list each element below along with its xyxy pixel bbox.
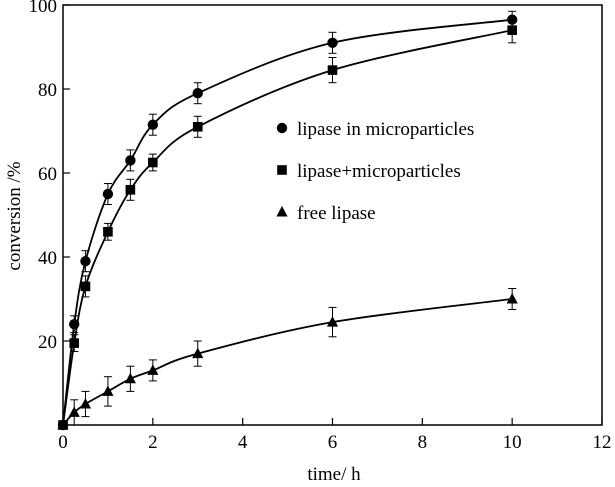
x-axis-label: time/ h bbox=[307, 464, 361, 485]
x-tick-label: 12 bbox=[593, 432, 612, 453]
data-point bbox=[507, 25, 517, 35]
x-tick-label: 0 bbox=[58, 432, 68, 453]
legend-marker bbox=[276, 206, 288, 217]
y-axis-label: conversion /% bbox=[4, 161, 25, 270]
data-point bbox=[506, 293, 518, 304]
y-tick-label: 20 bbox=[38, 332, 57, 353]
data-point bbox=[68, 406, 80, 417]
legend-marker bbox=[276, 122, 288, 134]
data-point bbox=[103, 227, 113, 237]
legend: lipase in microparticles lipase+micropart… bbox=[276, 119, 474, 224]
data-point bbox=[102, 385, 114, 396]
fit-curves bbox=[62, 18, 513, 426]
data-point bbox=[506, 14, 518, 25]
data-markers bbox=[57, 14, 518, 431]
x-tick-label: 6 bbox=[328, 432, 338, 453]
data-point bbox=[192, 122, 203, 132]
data-point bbox=[326, 316, 339, 327]
x-axis-ticks: 0 2 4 6 8 10 12 bbox=[58, 418, 612, 453]
data-point bbox=[148, 157, 158, 168]
y-tick-label: 100 bbox=[29, 0, 58, 17]
data-point bbox=[80, 281, 91, 292]
data-point bbox=[102, 188, 114, 200]
data-point bbox=[79, 398, 92, 409]
fit-curve bbox=[62, 18, 513, 426]
data-point bbox=[327, 37, 338, 48]
data-point bbox=[125, 185, 136, 195]
data-point bbox=[69, 338, 80, 348]
data-point bbox=[147, 364, 159, 375]
y-tick-label: 80 bbox=[38, 80, 57, 101]
data-point bbox=[147, 119, 159, 130]
data-point bbox=[327, 65, 338, 75]
y-axis-ticks: 20 40 60 80 100 bbox=[29, 0, 70, 353]
legend-marker bbox=[277, 165, 287, 175]
data-point bbox=[192, 347, 204, 359]
legend-label: lipase+microparticles bbox=[297, 161, 461, 182]
legend-label: lipase in microparticles bbox=[297, 119, 474, 140]
data-point bbox=[69, 319, 80, 330]
data-point bbox=[192, 88, 203, 99]
data-point bbox=[125, 155, 136, 166]
legend-label: free lipase bbox=[297, 203, 376, 224]
x-tick-label: 2 bbox=[148, 432, 158, 453]
fit-curve bbox=[62, 298, 513, 426]
x-tick-label: 10 bbox=[503, 432, 522, 453]
data-point bbox=[80, 256, 91, 267]
x-tick-label: 8 bbox=[418, 432, 428, 453]
y-tick-label: 40 bbox=[38, 248, 57, 269]
y-tick-label: 60 bbox=[38, 164, 57, 185]
error-bars bbox=[70, 10, 517, 426]
x-tick-label: 4 bbox=[238, 432, 248, 453]
data-point bbox=[124, 372, 136, 384]
